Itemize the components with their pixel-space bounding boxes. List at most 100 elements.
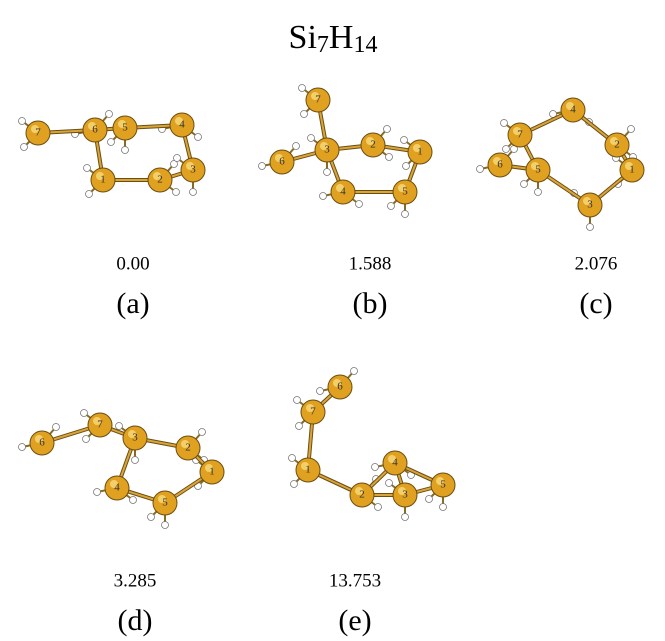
hydrogen: [132, 457, 139, 464]
panel-label: (e): [338, 604, 371, 637]
hydrogen: [587, 224, 594, 231]
hydrogen: [372, 464, 379, 471]
hydrogen: [402, 211, 409, 218]
hydrogen: [386, 154, 393, 161]
hydrogen: [375, 504, 382, 511]
panel-label: (b): [353, 287, 388, 320]
energy: 3.285: [114, 570, 157, 591]
atom-number: 3: [402, 489, 408, 501]
hydrogen: [174, 155, 181, 162]
hydrogen: [477, 166, 484, 173]
hydrogen: [521, 181, 528, 188]
hydrogen: [122, 147, 129, 154]
hydrogen: [190, 189, 197, 196]
hydrogen: [130, 497, 137, 504]
atom-number: 1: [305, 464, 311, 476]
atom-number: 5: [162, 497, 168, 509]
figure: Si7H14 12345670.00(a)12345671.588(b)1234…: [0, 0, 665, 641]
hydrogen: [356, 201, 363, 208]
panel-label: (a): [116, 287, 149, 320]
hydrogen: [403, 163, 410, 170]
hydrogen: [94, 489, 101, 496]
hydrogen: [173, 189, 180, 196]
hydrogen: [294, 397, 301, 404]
atom-number: 4: [114, 482, 120, 494]
atom-number: 7: [517, 129, 523, 141]
atom-number: 7: [315, 94, 321, 106]
hydrogen: [308, 135, 315, 142]
hydrogen: [86, 191, 93, 198]
atom-number: 4: [179, 119, 185, 131]
atom-number: 6: [92, 124, 98, 136]
atom-number: 1: [100, 174, 106, 186]
hydrogen: [83, 436, 90, 443]
energy: 1.588: [349, 253, 392, 274]
molecules: 1 2 3 4 5 6 7 0.00 (a) 1 2 3 4 5 6 7 1.588 (b) 1 2 3 4 5 6 7 2.07…: [19, 85, 645, 637]
hydrogen: [259, 163, 266, 170]
hydrogen: [21, 144, 28, 151]
hydrogen: [199, 429, 206, 436]
atom-number: 5: [440, 479, 446, 491]
atom-number: 3: [132, 432, 138, 444]
atom-number: 6: [497, 159, 503, 171]
hydrogen: [320, 193, 327, 200]
atom-number: 3: [587, 199, 593, 211]
atom-number: 1: [209, 466, 215, 478]
atom-number: 2: [614, 139, 620, 151]
title-part: Si: [289, 19, 317, 56]
hydrogen: [402, 514, 409, 521]
hydrogen: [503, 146, 510, 153]
energy: 0.00: [116, 253, 149, 274]
hydrogen: [388, 203, 395, 210]
atom-number: 2: [185, 442, 191, 454]
hydrogen: [440, 504, 447, 511]
atom-number: 6: [337, 381, 343, 393]
atom-number: 6: [279, 156, 285, 168]
atom-number: 1: [629, 164, 635, 176]
hydrogen: [384, 126, 391, 133]
atom-number: 7: [35, 127, 41, 139]
title-sub: 7: [317, 32, 329, 58]
hydrogen: [19, 444, 26, 451]
hydrogen: [291, 481, 298, 488]
hydrogen: [108, 139, 115, 146]
hydrogen: [301, 111, 308, 118]
atom-number: 3: [324, 144, 330, 156]
atom-number: 2: [359, 489, 365, 501]
figure-title: Si7H14: [289, 19, 378, 58]
hydrogen: [324, 169, 331, 176]
hydrogen: [106, 111, 113, 118]
hydrogen: [116, 423, 123, 430]
hydrogen: [386, 480, 393, 487]
hydrogen: [426, 496, 433, 503]
title-part: H: [329, 19, 354, 56]
energy: 2.076: [575, 253, 618, 274]
hydrogen: [81, 410, 88, 417]
atom-number: 7: [310, 406, 316, 418]
hydrogen: [293, 143, 300, 150]
atom-number: 6: [39, 437, 45, 449]
atom-number: 4: [392, 457, 398, 469]
hydrogen: [162, 522, 169, 529]
hydrogen: [53, 424, 60, 431]
atom-number: 5: [402, 186, 408, 198]
atom-number: 3: [190, 164, 196, 176]
atom-number: 4: [570, 104, 576, 116]
hydrogen: [296, 423, 303, 430]
energy: 13.753: [329, 570, 381, 591]
hydrogen: [351, 368, 358, 375]
hydrogen: [84, 165, 91, 172]
hydrogen: [317, 388, 324, 395]
hydrogen: [535, 189, 542, 196]
atom-number: 2: [157, 174, 163, 186]
hydrogen: [195, 134, 202, 141]
hydrogen: [289, 455, 296, 462]
hydrogen: [299, 85, 306, 92]
hydrogen: [148, 514, 155, 521]
hydrogen: [401, 137, 408, 144]
atom-number: 2: [370, 139, 376, 151]
atom-number: 5: [122, 122, 128, 134]
hydrogen: [628, 126, 635, 133]
atom-number: 5: [535, 164, 541, 176]
atom-number: 1: [417, 146, 423, 158]
